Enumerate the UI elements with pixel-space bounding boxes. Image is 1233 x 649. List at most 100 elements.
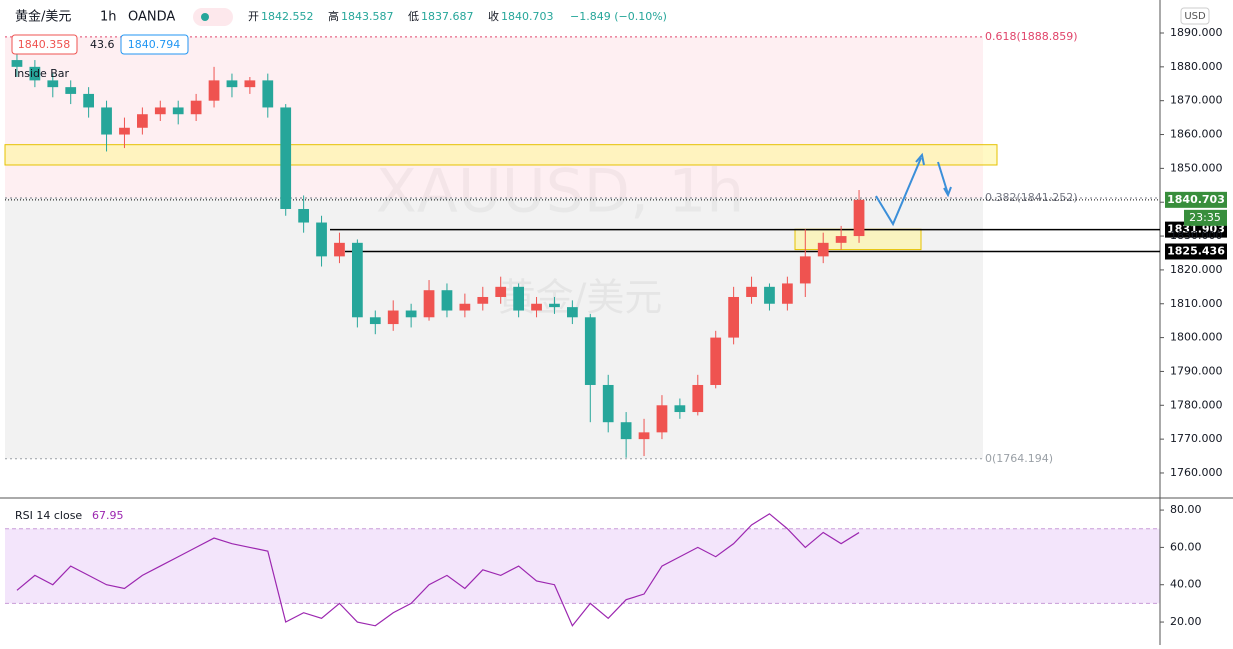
candle-body <box>799 256 811 284</box>
countdown-tag <box>1184 209 1227 226</box>
ask: 1840.794 <box>128 38 181 51</box>
candle-body <box>728 296 739 338</box>
candle-body <box>477 296 489 304</box>
candle-body <box>584 317 596 385</box>
last-price-tag <box>1165 191 1227 208</box>
ohlc-value: 1837.687 <box>421 10 474 23</box>
currency-box <box>1180 7 1210 25</box>
bid: 1840.358 <box>18 38 71 51</box>
rsi-value: 67.95 <box>92 509 124 522</box>
y-tick-label: 1780.000 <box>1170 398 1223 411</box>
y-tick-label: 80.00 <box>1170 503 1202 516</box>
y-tick-label: 1770.000 <box>1170 432 1223 445</box>
candle-body <box>441 290 453 311</box>
interval: 1h <box>100 10 117 25</box>
candle-body <box>154 107 166 115</box>
candle-body <box>853 199 865 237</box>
countdown-text: 23:35 <box>1189 211 1221 224</box>
candle-body <box>172 107 184 115</box>
y-tick-label: 1820.000 <box>1170 263 1223 276</box>
y-tick-label: 1830.000 <box>1170 229 1223 242</box>
zone <box>4 144 998 166</box>
candle-body <box>764 286 775 304</box>
price-tag-text: 1825.436 <box>1167 245 1225 258</box>
candle-body <box>226 80 238 88</box>
ohlc-value: 1840.703 <box>501 10 554 23</box>
y-tick-label: 40.00 <box>1170 578 1202 591</box>
candle-body <box>262 80 274 108</box>
candle-body <box>710 337 722 385</box>
price-tag-text: 1831.903 <box>1167 223 1225 236</box>
ohlc-label: 高 <box>328 9 339 23</box>
candle-body <box>620 422 632 440</box>
candle-body <box>47 80 59 88</box>
candle-body <box>817 242 829 257</box>
candle-body <box>298 208 309 223</box>
candle-body <box>495 286 507 297</box>
broker: OANDA <box>128 10 175 25</box>
ohlc-value: 1842.552 <box>261 10 314 23</box>
candle-body <box>459 303 471 311</box>
y-tick-label: 1880.000 <box>1170 60 1223 73</box>
fib-label: 0.382(1841.252) <box>985 191 1078 204</box>
watermark-sub: 黄金/美元 <box>498 276 663 320</box>
candle-body <box>549 303 560 308</box>
currency: USD <box>1184 11 1206 22</box>
candle-body <box>101 107 112 135</box>
ask-box <box>120 34 189 55</box>
candle-body <box>280 107 292 209</box>
arrow-head <box>915 152 952 198</box>
symbol: 黄金/美元 <box>15 9 71 25</box>
candle-body <box>190 100 202 115</box>
candle-body <box>29 66 41 81</box>
status-pill <box>193 8 233 26</box>
candle-body <box>567 307 578 318</box>
last-price-text: 1840.703 <box>1167 193 1225 206</box>
y-tick-label: 1860.000 <box>1170 128 1223 141</box>
y-tick-label: 1760.000 <box>1170 466 1223 479</box>
watermark: XAUUSD, 1h <box>376 157 745 227</box>
candle-body <box>405 310 417 318</box>
y-tick-label: 60.00 <box>1170 540 1202 553</box>
fib-label: 0(1764.194) <box>985 452 1053 465</box>
candle-body <box>531 303 542 311</box>
candle-body <box>692 384 704 413</box>
candle-body <box>244 80 256 88</box>
y-tick-label: 1890.000 <box>1170 26 1223 39</box>
candle-body <box>423 290 435 318</box>
candle-body <box>11 60 23 67</box>
rsi-title: RSI 14 close <box>15 509 82 522</box>
candle-body <box>119 127 130 135</box>
rsi-line <box>16 513 860 627</box>
ohlc-label: 开 <box>248 10 259 23</box>
candle-body <box>334 242 345 257</box>
candle-body <box>602 384 614 423</box>
ohlc-value: 1843.587 <box>341 10 394 23</box>
y-tick-label: 1800.000 <box>1170 331 1223 344</box>
candle-body <box>638 432 650 440</box>
candle-body <box>137 114 148 128</box>
y-tick-label: 1870.000 <box>1170 94 1223 107</box>
projection-arrow <box>875 157 949 227</box>
candle-body <box>387 310 399 325</box>
y-tick-label: 20.00 <box>1170 615 1202 628</box>
candle-body <box>83 93 94 108</box>
candle-body <box>352 242 363 318</box>
candle-body <box>674 405 686 413</box>
change: −1.849 (−0.10%) <box>570 10 667 23</box>
indicator-label: Inside Bar <box>14 67 70 80</box>
candle-body <box>65 87 77 94</box>
fib-label: 0.618(1888.859) <box>985 30 1078 43</box>
price-tag <box>1165 243 1227 260</box>
candle-body <box>316 222 327 257</box>
candle-body <box>656 405 668 433</box>
status-dot <box>201 13 209 21</box>
candle-body <box>513 286 524 311</box>
candle-body <box>369 317 381 325</box>
rsi-band <box>5 528 1160 604</box>
spread: 43.6 <box>90 38 115 51</box>
y-tick-label: 1850.000 <box>1170 161 1223 174</box>
y-tick-label: 1790.000 <box>1170 364 1223 377</box>
candle-body <box>782 283 793 304</box>
